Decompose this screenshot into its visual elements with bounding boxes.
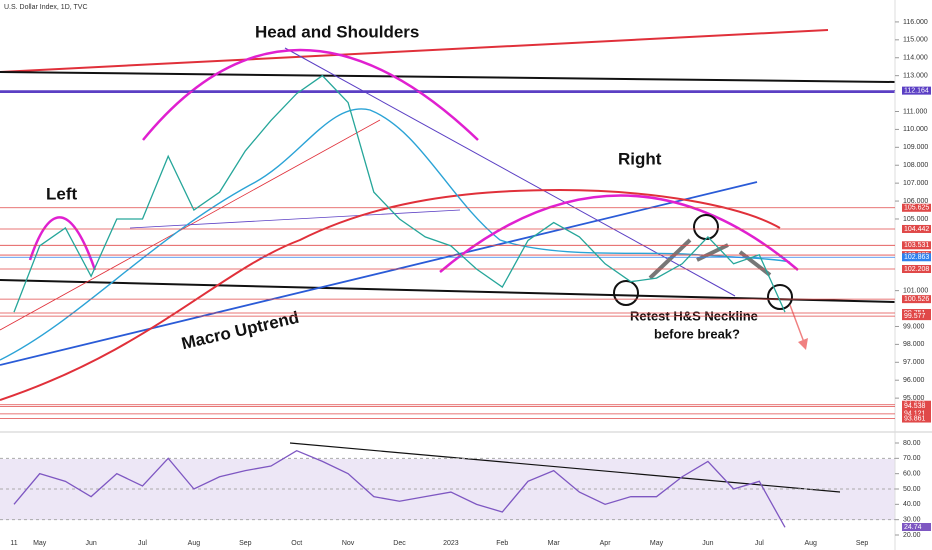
price-box-bg xyxy=(902,264,931,273)
price-box-label: 112.164 xyxy=(904,87,929,94)
x-tick-label: Sep xyxy=(856,540,869,547)
chart-title: U.S. Dollar Index, 1D, TVC xyxy=(4,4,88,11)
y-tick-label: 95.000 xyxy=(903,395,925,402)
x-tick-label: Aug xyxy=(804,540,817,547)
price-box-label: 103.531 xyxy=(904,242,929,249)
price-box-bg xyxy=(902,312,931,321)
price-box-label: 102.863 xyxy=(904,254,929,261)
price-box-bg xyxy=(902,86,931,95)
price-box: 102.863 xyxy=(902,253,931,262)
x-tick-label: Oct xyxy=(291,540,302,547)
y-tick-label: 40.00 xyxy=(903,501,921,508)
price-box: 93.861 xyxy=(902,414,931,423)
series-line xyxy=(13,449,786,528)
x-tick-label: 11 xyxy=(10,540,17,547)
price-box: 102.208 xyxy=(902,264,931,273)
price-box: 94.538 xyxy=(902,402,931,411)
x-tick-label: 2023 xyxy=(443,540,459,547)
y-tick-label: 107.000 xyxy=(903,180,928,187)
y-tick-label: 113.000 xyxy=(903,73,928,80)
price-box-bg xyxy=(902,203,931,212)
y-tick-label: 80.00 xyxy=(903,440,921,447)
x-tick-label: Apr xyxy=(600,540,612,547)
y-tick-label: 99.000 xyxy=(903,323,925,330)
price-box-bg xyxy=(902,224,931,233)
y-tick-label: 109.000 xyxy=(903,144,928,151)
y-tick-label: 110.000 xyxy=(903,126,928,133)
y-tick-label: 20.00 xyxy=(903,532,921,539)
x-tick-label: Jul xyxy=(138,540,147,547)
price-box-label: 102.208 xyxy=(904,266,929,273)
last-box xyxy=(902,523,931,531)
price-box-label: 94.538 xyxy=(904,403,926,410)
price-box: 99.577 xyxy=(902,312,931,321)
y-tick-label: 30.00 xyxy=(903,517,921,524)
price-box: 100.526 xyxy=(902,295,931,304)
last-label: 24.74 xyxy=(904,524,922,531)
x-tick-label: Jun xyxy=(702,540,713,547)
y-tick-label: 97.000 xyxy=(903,359,925,366)
annotation: Macro Uptrend xyxy=(180,308,301,354)
price-box-label: 100.526 xyxy=(904,296,929,303)
y-tick-label: 111.000 xyxy=(903,108,927,115)
price-box-label: 104.442 xyxy=(904,226,929,233)
y-tick-label: 108.000 xyxy=(903,162,928,169)
y-tick-label: 105.000 xyxy=(903,216,928,223)
price-box-bg xyxy=(902,253,931,262)
price-box: 103.531 xyxy=(902,241,931,250)
price-box-label: 99.577 xyxy=(904,313,926,320)
x-tick-label: Sep xyxy=(239,540,252,547)
price-box: 104.442 xyxy=(902,224,931,233)
x-tick-label: Dec xyxy=(393,540,406,547)
price-box: 94.121 xyxy=(902,409,931,418)
y-tick-label: 116.000 xyxy=(903,19,928,26)
annotation: before break? xyxy=(654,326,740,341)
y-tick-label: 96.000 xyxy=(903,377,925,384)
price-box-label: 94.121 xyxy=(904,411,926,418)
price-box: 112.164 xyxy=(902,86,931,95)
x-tick-label: Mar xyxy=(548,540,561,547)
x-tick-label: Nov xyxy=(342,540,355,547)
x-tick-label: May xyxy=(650,540,664,547)
y-tick-label: 115.000 xyxy=(903,37,928,44)
price-box-bg xyxy=(902,241,931,250)
x-tick-label: May xyxy=(33,540,47,547)
annotation: Right xyxy=(618,149,662,168)
price-box-bg xyxy=(902,295,931,304)
x-tick-label: Jul xyxy=(755,540,764,547)
price-box-label: 105.625 xyxy=(904,205,929,212)
x-tick-label: Feb xyxy=(496,540,508,547)
series-line xyxy=(13,74,786,313)
y-tick-label: 114.000 xyxy=(903,55,928,62)
y-tick-label: 98.000 xyxy=(903,341,925,348)
y-tick-label: 60.00 xyxy=(903,471,921,478)
y-tick-label: 106.000 xyxy=(903,198,928,205)
y-tick-label: 50.00 xyxy=(903,486,921,493)
annotation: Left xyxy=(46,184,78,203)
x-tick-label: Jun xyxy=(85,540,96,547)
price-box-bg xyxy=(902,402,931,411)
x-tick-label: Aug xyxy=(188,540,201,547)
price-box-label: 93.861 xyxy=(904,415,926,422)
price-box-bg xyxy=(902,409,931,418)
y-tick-label: 70.00 xyxy=(903,455,921,462)
y-tick-label: 101.000 xyxy=(903,287,928,294)
price-box-bg xyxy=(902,414,931,423)
price-box: 105.625 xyxy=(902,203,931,212)
annotation: Head and Shoulders xyxy=(255,22,419,41)
